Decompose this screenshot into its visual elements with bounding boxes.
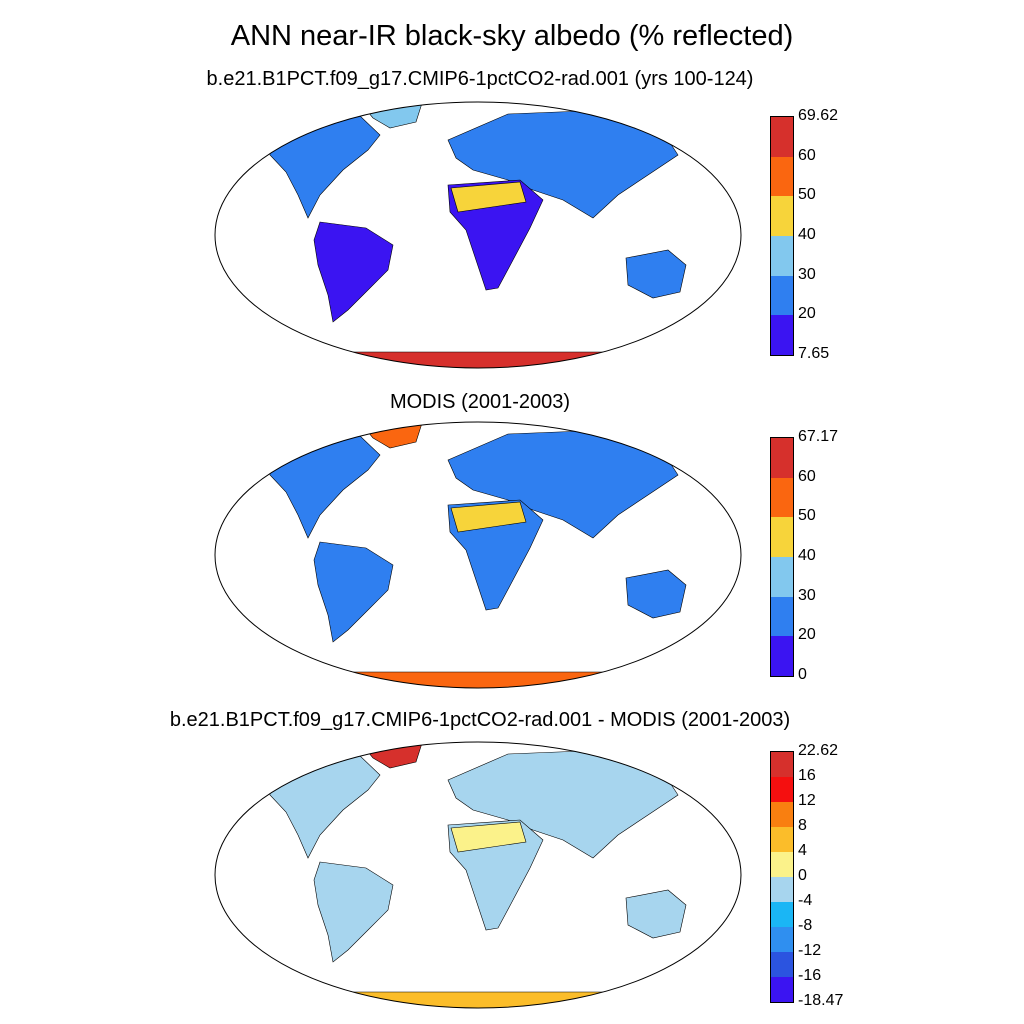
colorbar-label: 22.62	[798, 742, 839, 759]
colorbar-label: 40	[798, 226, 816, 243]
colorbar-segment	[771, 952, 793, 977]
panel-title-difference: b.e21.B1PCT.f09_g17.CMIP6-1pctCO2-rad.00…	[169, 709, 791, 731]
sahara-region	[450, 181, 527, 213]
australia-region	[625, 889, 687, 939]
colorbar-label: 30	[798, 265, 816, 283]
north-america-region	[267, 753, 381, 859]
colorbar-label: 0	[798, 867, 807, 884]
colorbar-label: 40	[798, 547, 816, 564]
colorbar-segment	[771, 117, 793, 157]
south-america-region	[313, 541, 394, 643]
colorbar-segment	[771, 438, 793, 478]
colorbar-segment	[771, 927, 793, 952]
colorbar-label: 60	[798, 146, 816, 164]
colorbar-segment	[771, 752, 793, 777]
colorbar-segment	[771, 902, 793, 927]
colorbar-label: 20	[798, 626, 816, 644]
colorbar-segment	[771, 877, 793, 902]
map-panel-difference	[214, 741, 742, 1009]
colorbar-label: 69.62	[798, 107, 839, 124]
colorbar-label: -16	[798, 967, 822, 984]
colorbar-segment	[771, 777, 793, 802]
map-panel-model	[214, 101, 742, 369]
colorbar-segment	[771, 477, 793, 518]
colorbar-segment	[771, 596, 793, 637]
colorbar-label: 4	[798, 842, 807, 859]
colorbar-label: 8	[798, 817, 807, 834]
colorbar-label: 0	[798, 666, 807, 683]
antarctica-region	[215, 671, 741, 688]
panel-title-model: b.e21.B1PCT.f09_g17.CMIP6-1pctCO2-rad.00…	[206, 68, 754, 90]
antarctica-region	[215, 351, 741, 368]
colorbar-label: 12	[798, 792, 816, 809]
colorbar-modis	[770, 437, 794, 677]
south-america-region	[313, 221, 394, 323]
colorbar-label: -4	[798, 892, 813, 909]
colorbar-label: -18.47	[798, 992, 844, 1009]
north-america-region	[267, 433, 381, 539]
map-panel-modis	[214, 421, 742, 689]
colorbar-segment	[771, 196, 793, 236]
north-america-region	[267, 113, 381, 219]
south-america-region	[313, 861, 394, 963]
colorbar-segment	[771, 802, 793, 827]
sahara-region	[450, 821, 527, 853]
colorbar-label: 7.65	[798, 345, 830, 362]
colorbar-label: 16	[798, 767, 816, 784]
colorbar-label: 67.17	[798, 428, 839, 445]
colorbar-segment	[771, 636, 793, 676]
colorbar-segment	[771, 315, 793, 355]
colorbar-label: 30	[798, 586, 816, 604]
colorbar-segment	[771, 517, 793, 557]
colorbar-segment	[771, 557, 793, 597]
colorbar-segment	[771, 977, 793, 1002]
colorbar-segment	[771, 852, 793, 877]
colorbar-segment	[771, 236, 793, 276]
colorbar-label: 50	[798, 507, 816, 525]
australia-region	[625, 249, 687, 299]
colorbar-segment	[771, 827, 793, 852]
colorbar-segment	[771, 275, 793, 316]
colorbar-label: -8	[798, 917, 813, 934]
colorbar-label: 20	[798, 305, 816, 323]
colorbar-segment	[771, 156, 793, 197]
colorbar-difference	[770, 751, 794, 1003]
antarctica-region	[215, 991, 741, 1008]
colorbar-label: -12	[798, 942, 822, 959]
panel-title-modis: MODIS (2001-2003)	[389, 391, 571, 413]
colorbar-model	[770, 116, 794, 356]
colorbar-label: 50	[798, 186, 816, 204]
sahara-region	[450, 501, 527, 533]
colorbar-label: 60	[798, 467, 816, 485]
figure-title: ANN near-IR black-sky albedo (% reflecte…	[230, 20, 794, 52]
australia-region	[625, 569, 687, 619]
